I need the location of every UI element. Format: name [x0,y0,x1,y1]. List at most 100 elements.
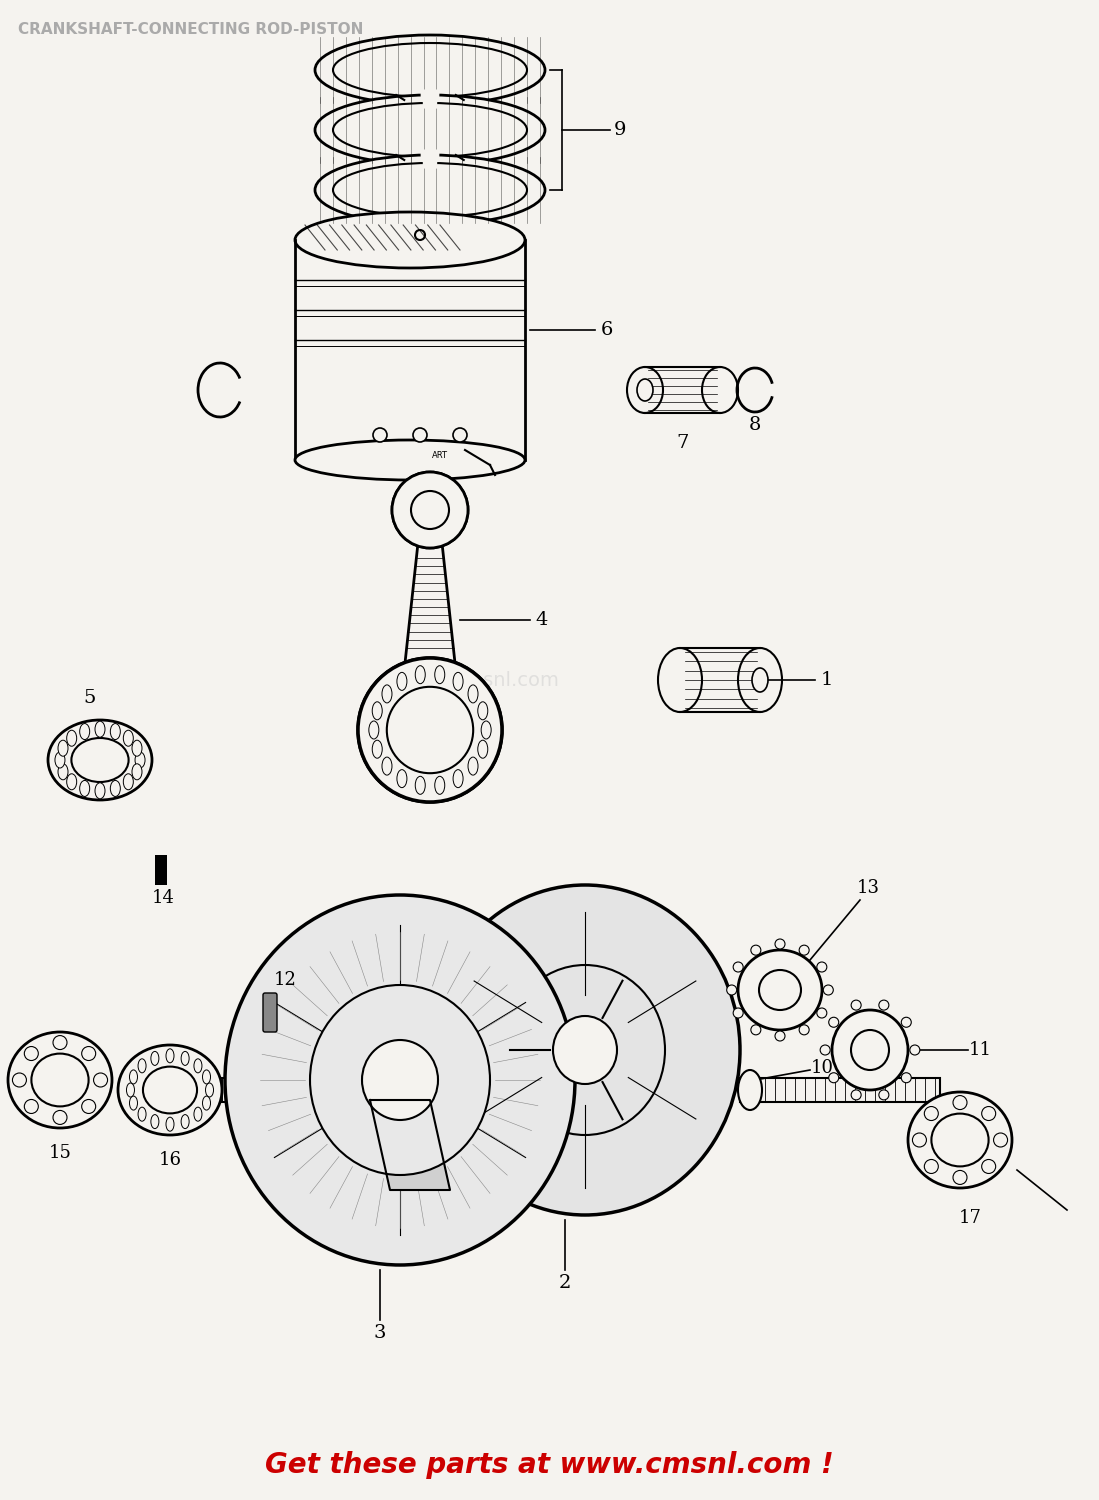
Text: 15: 15 [48,1144,71,1162]
Ellipse shape [126,1083,134,1096]
Ellipse shape [468,686,478,703]
Ellipse shape [333,104,528,158]
Ellipse shape [130,1096,137,1110]
Ellipse shape [658,648,702,712]
Text: 3: 3 [374,1324,386,1342]
Text: 5: 5 [84,688,97,706]
Ellipse shape [315,34,545,105]
Ellipse shape [435,666,445,684]
Text: ART: ART [432,450,448,459]
Ellipse shape [315,94,545,165]
Ellipse shape [206,1083,213,1096]
Ellipse shape [382,686,392,703]
Ellipse shape [851,1030,889,1069]
Ellipse shape [820,1046,830,1054]
Ellipse shape [202,1070,211,1084]
Ellipse shape [397,770,407,788]
Ellipse shape [739,1070,762,1110]
Ellipse shape [373,740,382,758]
Bar [120,1078,340,1102]
Circle shape [993,1132,1008,1148]
Circle shape [358,658,502,802]
Ellipse shape [110,780,120,796]
Circle shape [411,490,449,530]
Ellipse shape [193,1059,202,1072]
Ellipse shape [132,740,142,756]
Bar [740,1078,940,1102]
Circle shape [981,1107,996,1120]
Ellipse shape [123,730,133,746]
Ellipse shape [931,1113,989,1167]
Ellipse shape [879,1090,889,1100]
Ellipse shape [415,777,425,795]
Ellipse shape [435,777,445,795]
Ellipse shape [739,648,782,712]
Circle shape [373,427,387,442]
Text: 13: 13 [856,879,879,897]
Ellipse shape [193,1107,202,1120]
Circle shape [12,1072,26,1088]
Circle shape [924,1160,939,1173]
Ellipse shape [397,672,407,690]
Ellipse shape [739,950,822,1030]
Ellipse shape [759,970,801,1010]
Ellipse shape [295,440,525,480]
Text: 1: 1 [821,670,833,688]
Ellipse shape [506,964,665,1136]
Ellipse shape [48,720,152,800]
Ellipse shape [123,774,133,790]
Circle shape [924,1107,939,1120]
FancyBboxPatch shape [263,993,277,1032]
Ellipse shape [8,1032,112,1128]
Text: 8: 8 [748,416,762,434]
Circle shape [953,1095,967,1110]
Circle shape [24,1100,38,1113]
Ellipse shape [373,702,382,720]
Ellipse shape [733,962,743,972]
Ellipse shape [901,1072,911,1083]
Ellipse shape [55,752,65,768]
Circle shape [392,472,468,548]
Text: 9: 9 [613,122,626,140]
Ellipse shape [832,1010,908,1090]
Ellipse shape [58,740,68,756]
Ellipse shape [310,986,490,1174]
Ellipse shape [817,1008,826,1019]
Ellipse shape [362,1040,439,1120]
Ellipse shape [478,702,488,720]
Circle shape [453,427,467,442]
Ellipse shape [138,1107,146,1120]
Circle shape [411,490,449,530]
Ellipse shape [637,380,653,400]
Ellipse shape [553,1016,617,1084]
Ellipse shape [181,1052,189,1065]
Ellipse shape [110,723,120,740]
Ellipse shape [775,939,785,950]
Ellipse shape [202,1096,211,1110]
Bar [155,855,167,885]
Ellipse shape [910,1046,920,1054]
Circle shape [93,1072,108,1088]
Circle shape [981,1160,996,1173]
Ellipse shape [851,1090,862,1100]
Text: 6: 6 [601,321,613,339]
Text: 16: 16 [158,1150,181,1168]
Ellipse shape [138,1059,146,1072]
Circle shape [415,230,425,240]
Ellipse shape [151,1114,159,1128]
Circle shape [413,427,428,442]
Ellipse shape [67,774,77,790]
Circle shape [358,658,502,802]
Ellipse shape [628,368,663,413]
Ellipse shape [478,740,488,758]
Ellipse shape [702,368,739,413]
Ellipse shape [829,1072,839,1083]
Ellipse shape [151,1052,159,1065]
Ellipse shape [333,44,528,98]
Ellipse shape [879,1000,889,1010]
Ellipse shape [71,738,129,782]
Ellipse shape [799,1024,809,1035]
Ellipse shape [369,722,379,740]
Text: 12: 12 [274,970,297,988]
Circle shape [392,472,468,548]
